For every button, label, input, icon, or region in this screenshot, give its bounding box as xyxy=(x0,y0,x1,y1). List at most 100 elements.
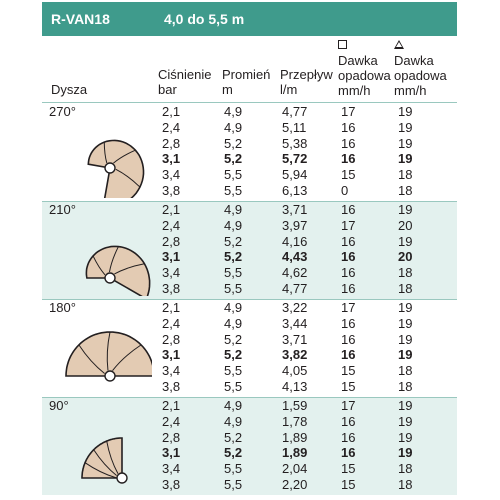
table-cell: 17 xyxy=(341,398,356,413)
table-cell: 19 xyxy=(398,104,413,119)
model-name: R-VAN18 xyxy=(51,11,110,27)
table-cell: 2,1 xyxy=(162,202,181,217)
table-cell: 2,8 xyxy=(162,233,181,249)
table-cell: 5,94 xyxy=(282,167,308,183)
nozzle-pattern-icon xyxy=(87,139,145,198)
table-cell: 19 xyxy=(398,398,413,413)
table-row: 3,4 5,5 4,05 15 18 xyxy=(42,363,457,379)
table-cell: 2,4 xyxy=(162,217,181,233)
table-cell: 4,62 xyxy=(282,265,308,281)
table-cell: 6,13 xyxy=(282,183,308,198)
group-divider xyxy=(42,299,457,300)
table-cell: 0 xyxy=(341,183,349,198)
table-cell: 19 xyxy=(398,151,413,167)
table-cell: 4,16 xyxy=(282,233,308,249)
table-cell: 5,5 xyxy=(224,265,243,281)
table-row: 2,4 4,9 1,78 16 19 xyxy=(42,414,457,430)
table-row: 3,4 5,5 4,62 16 18 xyxy=(42,265,457,281)
table-cell: 3,8 xyxy=(162,379,181,394)
table-cell: 19 xyxy=(398,233,413,249)
table-cell: 20 xyxy=(398,249,413,265)
table-cell: 16 xyxy=(341,347,356,363)
table-cell: 16 xyxy=(341,135,356,151)
table-cell: 2,8 xyxy=(162,429,181,445)
nozzle-angle: 90° xyxy=(49,398,69,413)
group-divider xyxy=(42,201,457,202)
table-cell: 5,2 xyxy=(224,249,243,265)
nozzle-pattern-icon xyxy=(81,437,128,484)
table-cell: 16 xyxy=(341,265,356,281)
table-cell: 19 xyxy=(398,135,413,151)
table-row: 3,4 5,5 5,94 15 18 xyxy=(42,167,457,183)
table-cell: 5,2 xyxy=(224,445,243,461)
table-row: 2,8 5,2 5,38 16 19 xyxy=(42,136,457,152)
table-cell: 3,44 xyxy=(282,315,308,331)
table-cell: 5,5 xyxy=(224,379,243,394)
table-cell: 2,8 xyxy=(162,135,181,151)
table-cell: 5,2 xyxy=(224,135,243,151)
table-cell: 3,4 xyxy=(162,265,181,281)
table-cell: 19 xyxy=(398,315,413,331)
table-cell: 3,1 xyxy=(162,445,181,461)
table-cell: 18 xyxy=(398,477,413,492)
table-cell: 18 xyxy=(398,363,413,379)
table-cell: 16 xyxy=(341,445,356,461)
table-cell: 2,8 xyxy=(162,331,181,347)
table-cell: 3,71 xyxy=(282,202,308,217)
table-cell: 19 xyxy=(398,429,413,445)
table-cell: 3,1 xyxy=(162,249,181,265)
table-cell: 3,22 xyxy=(282,300,308,315)
table-row: 3,8 5,5 4,77 16 18 xyxy=(42,281,457,297)
table-row: 2,1 4,9 3,71 16 19 xyxy=(42,202,457,218)
table-cell: 2,1 xyxy=(162,104,181,119)
table-cell: 18 xyxy=(398,281,413,296)
table-cell: 4,9 xyxy=(224,217,243,233)
table-row: 2,8 5,2 3,71 16 19 xyxy=(42,332,457,348)
header-pressure: Ciśnienie bar xyxy=(158,67,212,97)
table-cell: 19 xyxy=(398,202,413,217)
table-cell: 3,4 xyxy=(162,461,181,477)
table-cell: 16 xyxy=(341,315,356,331)
table-cell: 19 xyxy=(398,300,413,315)
table-cell: 20 xyxy=(398,217,413,233)
table-cell: 1,89 xyxy=(282,429,308,445)
nozzle-angle: 180° xyxy=(49,300,76,315)
table-row: 3,8 5,5 4,13 15 18 xyxy=(42,379,457,395)
nozzle-angle: 210° xyxy=(49,202,76,217)
table-cell: 5,2 xyxy=(224,429,243,445)
table-cell: 5,5 xyxy=(224,363,243,379)
header-rate-square: Dawka opadowa mm/h xyxy=(338,38,391,98)
table-cell: 2,4 xyxy=(162,413,181,429)
table-cell: 5,2 xyxy=(224,151,243,167)
table-row: 2,1 4,9 1,59 17 19 xyxy=(42,398,457,414)
title-bar: R-VAN18 4,0 do 5,5 m xyxy=(42,2,457,36)
table-cell: 5,11 xyxy=(282,119,307,135)
nozzle-pattern-icon xyxy=(85,245,151,296)
table-cell: 18 xyxy=(398,379,413,394)
table-cell: 4,43 xyxy=(282,249,308,265)
table-cell: 3,4 xyxy=(162,363,181,379)
table-cell: 4,9 xyxy=(224,315,243,331)
table-cell: 16 xyxy=(341,151,356,167)
table-row: 2,4 4,9 3,97 17 20 xyxy=(42,218,457,234)
table-cell: 15 xyxy=(341,167,356,183)
table-row: 3,1 5,2 5,72 16 19 xyxy=(42,151,457,167)
radius-range: 4,0 do 5,5 m xyxy=(164,11,245,27)
table-row: 3,8 5,5 2,20 15 18 xyxy=(42,477,457,493)
table-cell: 16 xyxy=(341,281,356,296)
table-cell: 4,9 xyxy=(224,300,243,315)
table-cell: 16 xyxy=(341,233,356,249)
table-cell: 3,8 xyxy=(162,281,181,296)
table-cell: 17 xyxy=(341,104,356,119)
table-cell: 2,20 xyxy=(282,477,308,492)
table-cell: 16 xyxy=(341,413,356,429)
table-cell: 16 xyxy=(341,249,356,265)
table-cell: 3,8 xyxy=(162,477,181,492)
table-cell: 4,9 xyxy=(224,398,243,413)
header-nozzle: Dysza xyxy=(51,82,88,97)
table-cell: 3,97 xyxy=(282,217,308,233)
table-cell: 3,8 xyxy=(162,183,181,198)
table-cell: 5,38 xyxy=(282,135,308,151)
table-cell: 3,71 xyxy=(282,331,308,347)
nozzle-angle: 270° xyxy=(49,104,76,119)
